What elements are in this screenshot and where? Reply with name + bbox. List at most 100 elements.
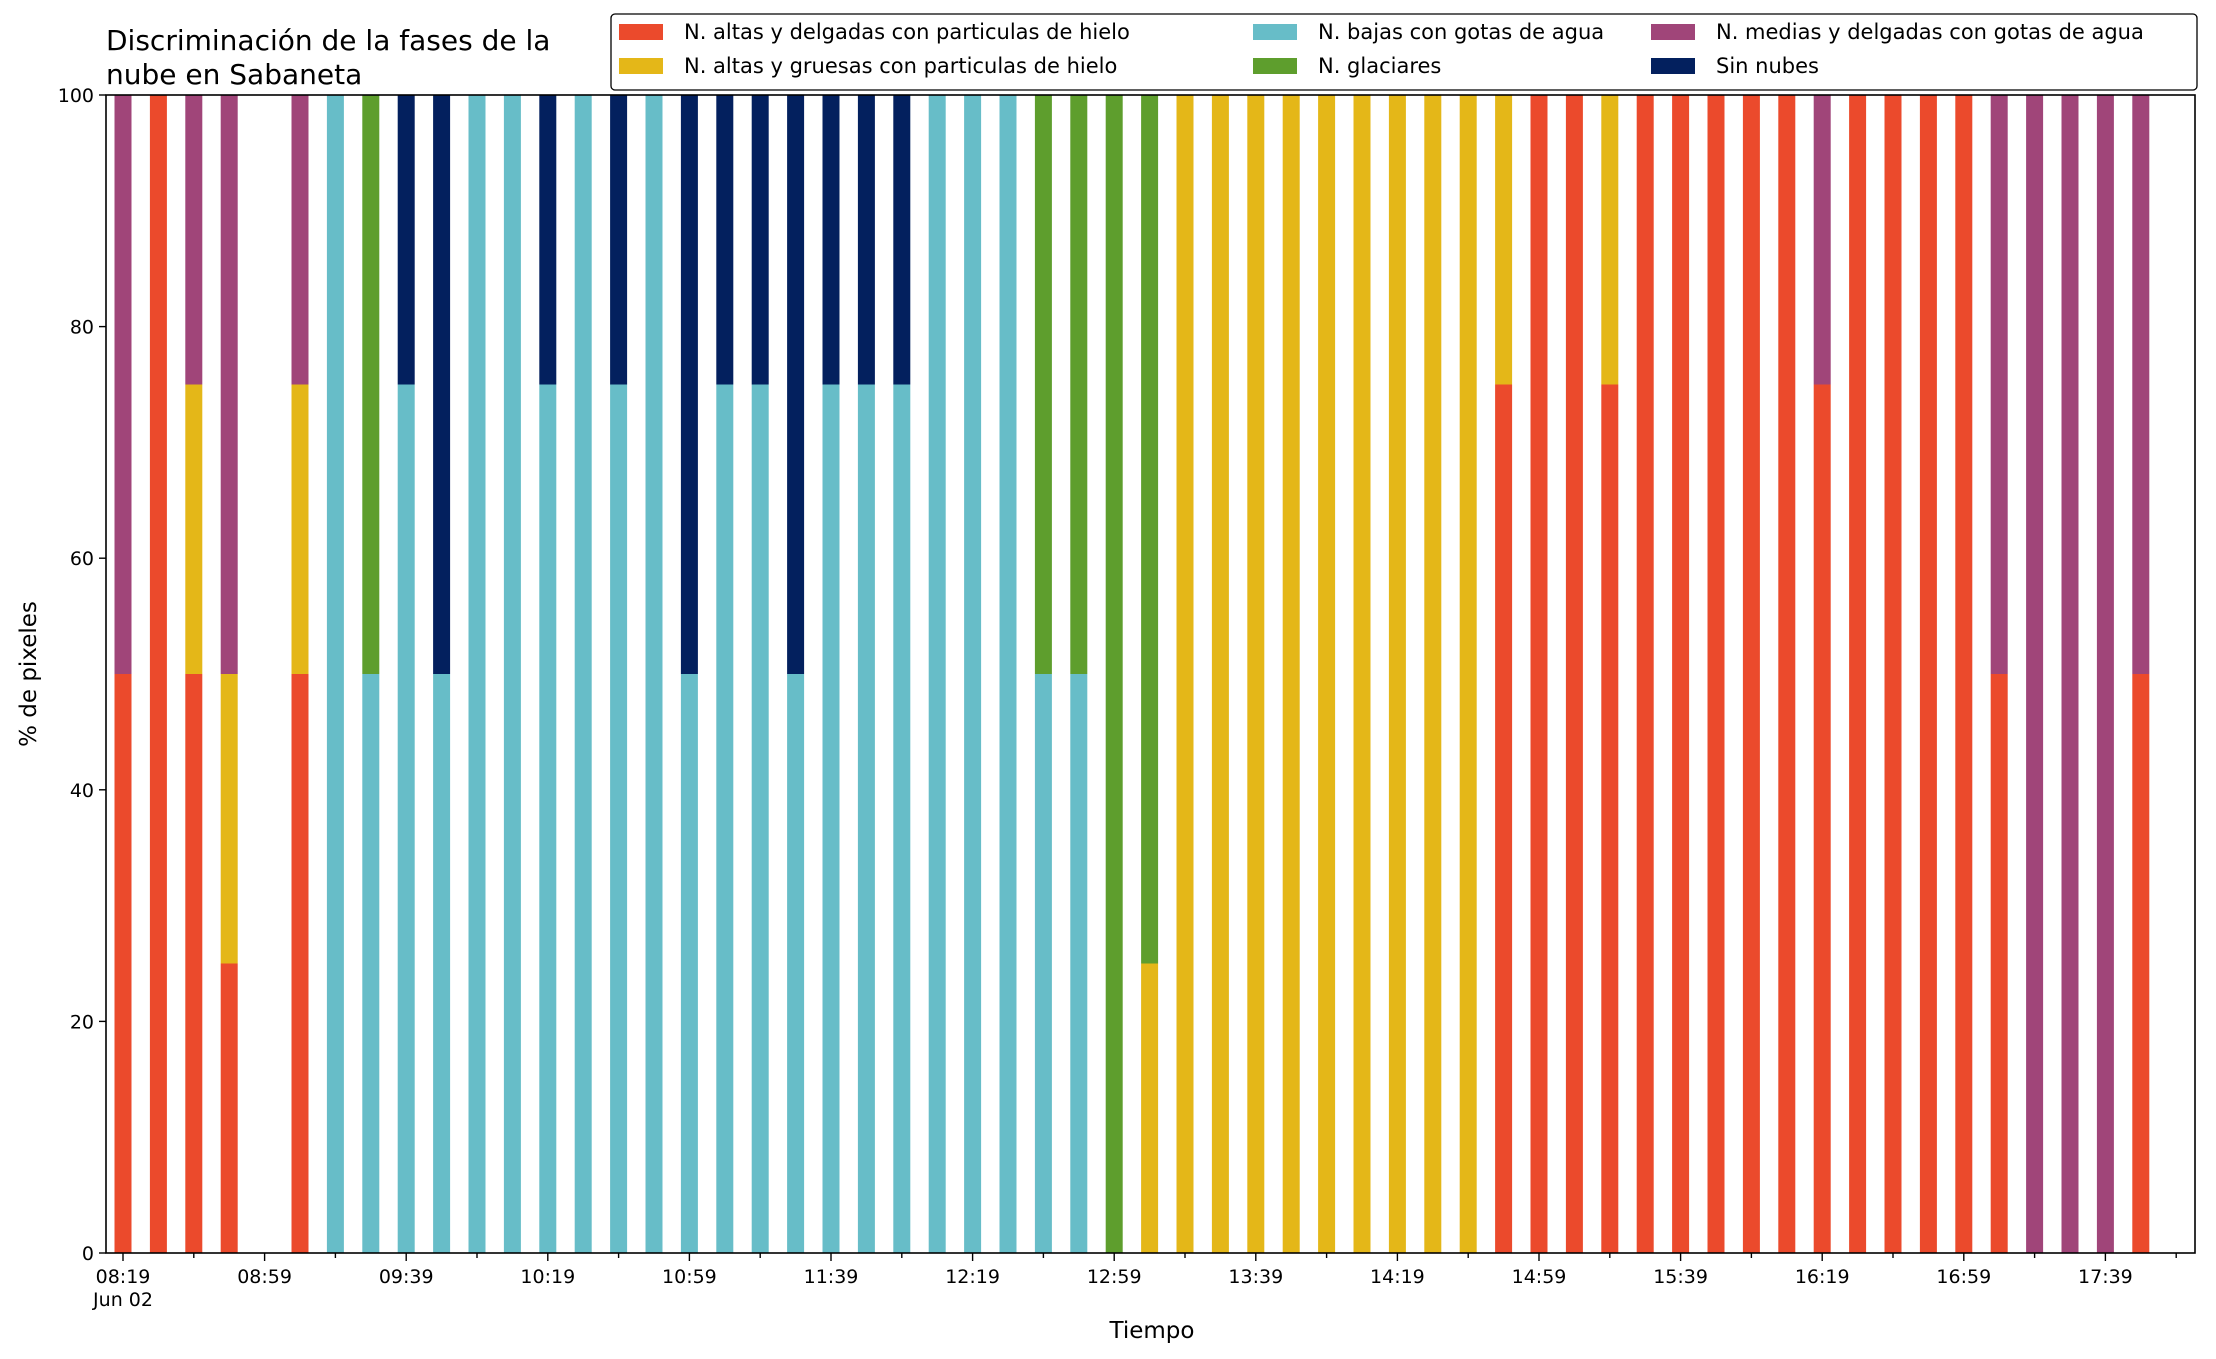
legend-label-2: N. bajas con gotas de agua xyxy=(1318,20,1604,44)
bar-08:29-series-0 xyxy=(149,95,167,1253)
bar-12:39-series-3 xyxy=(1034,95,1052,674)
y-tick-label-80: 80 xyxy=(70,317,94,339)
chart-title: Discriminación de la fases de la nube en … xyxy=(106,24,550,91)
legend-swatch-2 xyxy=(1253,24,1297,40)
bar-14:29-series-1 xyxy=(1424,95,1442,1253)
bar-14:49-series-0 xyxy=(1495,384,1513,1253)
bar-10:19-series-5 xyxy=(539,95,557,385)
bar-09:59-series-2 xyxy=(468,95,486,1253)
bar-11:19-series-5 xyxy=(751,95,769,385)
y-axis: 0 20 40 60 80 100 xyxy=(58,85,106,1265)
bar-16:29-series-0 xyxy=(1849,95,1867,1253)
bar-14:59-series-0 xyxy=(1530,95,1548,1253)
legend-swatch-1 xyxy=(619,58,663,74)
bar-09:29-series-2 xyxy=(362,674,380,1253)
bars-layer xyxy=(114,95,2150,1253)
legend-swatch-0 xyxy=(619,24,663,40)
bar-14:49-series-1 xyxy=(1495,95,1513,385)
bar-11:09-series-2 xyxy=(716,384,734,1253)
bar-09:39-series-5 xyxy=(397,95,415,385)
bar-08:19-series-4 xyxy=(114,95,132,674)
bar-15:19-series-1 xyxy=(1601,95,1619,385)
x-tick-label-2: 09:39 xyxy=(379,1266,434,1288)
bar-15:19-series-0 xyxy=(1601,384,1619,1253)
y-tick-label-60: 60 xyxy=(70,548,94,570)
bar-11:39-series-2 xyxy=(822,384,840,1253)
bar-13:39-series-1 xyxy=(1247,95,1265,1253)
bar-13:09-series-3 xyxy=(1141,95,1159,964)
x-tick-label-10: 14:59 xyxy=(1512,1266,1567,1288)
x-tick-label-3: 10:19 xyxy=(520,1266,575,1288)
y-tick-label-100: 100 xyxy=(58,85,94,107)
x-tick-label-13: 16:59 xyxy=(1936,1266,1991,1288)
bar-13:29-series-1 xyxy=(1211,95,1229,1253)
x-tick-label-4: 10:59 xyxy=(662,1266,717,1288)
bar-15:29-series-0 xyxy=(1636,95,1654,1253)
bar-08:19-series-0 xyxy=(114,674,132,1253)
bar-13:19-series-1 xyxy=(1176,95,1194,1253)
legend-label-3: N. glaciares xyxy=(1318,54,1441,78)
bar-11:29-series-2 xyxy=(787,674,805,1253)
bar-09:09-series-0 xyxy=(291,674,309,1253)
bar-17:39-series-4 xyxy=(2096,95,2114,1253)
x-tick-label-8: 13:39 xyxy=(1228,1266,1283,1288)
legend-label-5: Sin nubes xyxy=(1716,54,1819,78)
bar-17:49-series-4 xyxy=(2132,95,2150,674)
legend: N. altas y delgadas con particulas de hi… xyxy=(610,13,2198,91)
bar-10:39-series-5 xyxy=(610,95,628,385)
bar-13:09-series-1 xyxy=(1141,963,1159,1253)
bar-16:59-series-0 xyxy=(1955,95,1973,1253)
bar-16:19-series-4 xyxy=(1813,95,1831,385)
x-tick-label-5: 11:39 xyxy=(804,1266,859,1288)
bar-08:39-series-4 xyxy=(185,95,203,385)
bar-15:39-series-0 xyxy=(1672,95,1690,1253)
bar-12:29-series-2 xyxy=(999,95,1017,1253)
bar-11:29-series-5 xyxy=(787,95,805,674)
bar-12:09-series-2 xyxy=(928,95,946,1253)
bar-14:39-series-1 xyxy=(1459,95,1477,1253)
bar-17:49-series-0 xyxy=(2132,674,2150,1253)
bar-12:49-series-2 xyxy=(1070,674,1088,1253)
bar-09:49-series-2 xyxy=(433,674,451,1253)
bar-08:49-series-1 xyxy=(220,674,238,964)
bar-17:09-series-0 xyxy=(1990,674,2008,1253)
bar-10:59-series-2 xyxy=(680,674,698,1253)
bar-09:39-series-2 xyxy=(397,384,415,1253)
x-axis: 08:19 Jun 02 08:59 09:39 10:19 10:59 11:39 12:1… xyxy=(92,1253,2177,1311)
legend-label-4: N. medias y delgadas con gotas de agua xyxy=(1716,20,2144,44)
bar-12:59-series-3 xyxy=(1105,95,1123,1253)
bar-10:39-series-2 xyxy=(610,384,628,1253)
bar-10:59-series-5 xyxy=(680,95,698,674)
bar-11:49-series-5 xyxy=(857,95,875,385)
bar-11:59-series-2 xyxy=(893,384,911,1253)
x-tick-label-0: 08:19 Jun 02 xyxy=(92,1266,153,1311)
bar-15:09-series-0 xyxy=(1565,95,1583,1253)
bar-12:49-series-3 xyxy=(1070,95,1088,674)
bar-16:49-series-0 xyxy=(1919,95,1937,1253)
legend-swatch-4 xyxy=(1651,24,1695,40)
x-tick-label-11: 15:39 xyxy=(1653,1266,1708,1288)
bar-16:09-series-0 xyxy=(1778,95,1796,1253)
bar-14:09-series-1 xyxy=(1353,95,1371,1253)
bar-08:49-series-0 xyxy=(220,963,238,1253)
bar-12:19-series-2 xyxy=(964,95,982,1253)
bar-09:29-series-3 xyxy=(362,95,380,674)
y-tick-label-0: 0 xyxy=(82,1243,94,1265)
x-axis-label: Tiempo xyxy=(1109,1318,1195,1344)
bar-10:19-series-2 xyxy=(539,384,557,1253)
bar-09:49-series-5 xyxy=(433,95,451,674)
bar-17:29-series-4 xyxy=(2061,95,2079,1253)
legend-swatch-3 xyxy=(1253,58,1297,74)
legend-swatch-5 xyxy=(1651,58,1695,74)
bar-11:39-series-5 xyxy=(822,95,840,385)
x-tick-label-14: 17:39 xyxy=(2078,1266,2133,1288)
legend-frame xyxy=(610,13,2198,91)
y-tick-label-20: 20 xyxy=(70,1011,94,1033)
bar-17:09-series-4 xyxy=(1990,95,2008,674)
bar-11:49-series-2 xyxy=(857,384,875,1253)
y-tick-label-40: 40 xyxy=(70,780,94,802)
bar-10:49-series-2 xyxy=(645,95,663,1253)
bar-12:39-series-2 xyxy=(1034,674,1052,1253)
bar-08:49-series-4 xyxy=(220,95,238,674)
